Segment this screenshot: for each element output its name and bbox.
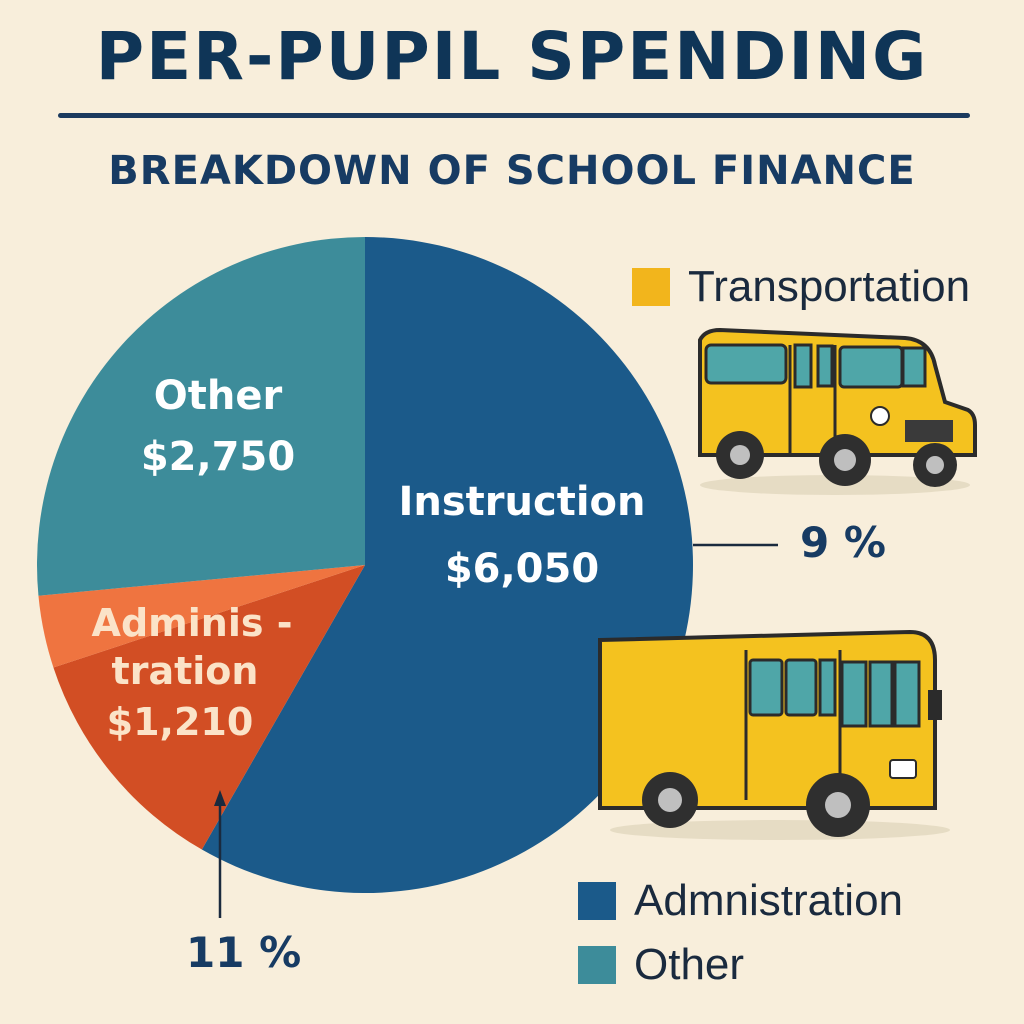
slice-value-label: $2,750 <box>141 434 295 480</box>
slice-label: Other <box>154 373 283 419</box>
slice-value-label: $1,210 <box>107 700 254 744</box>
page-subtitle: BREAKDOWN OF SCHOOL FINANCE <box>108 148 916 194</box>
slice-label: tration <box>112 649 259 693</box>
school-bus-icon <box>698 327 977 495</box>
slice-other <box>37 236 365 596</box>
slice-label: Instruction <box>399 479 646 525</box>
legend-swatch <box>632 268 670 306</box>
slice-administration <box>53 565 365 850</box>
legend-swatch <box>578 882 616 920</box>
school-bus-icon <box>598 629 950 840</box>
arrow-head-icon <box>214 790 226 806</box>
legend-swatch <box>578 946 616 984</box>
title-divider <box>58 113 970 118</box>
slice-administration-inner <box>38 565 365 668</box>
legend-item-administration: Admnistration <box>578 876 903 926</box>
slice-label: Adminis - <box>92 601 293 645</box>
legend-item-other: Other <box>578 940 744 990</box>
legend-label: Admnistration <box>634 876 904 925</box>
slice-instruction <box>201 237 693 893</box>
legend-label: Other <box>634 940 745 989</box>
legend-item-transportation: Transportation <box>632 262 970 312</box>
bottom-percent-label: 11 % <box>186 928 302 977</box>
page-title: PER-PUPIL SPENDING <box>95 18 929 95</box>
slice-value-label: $6,050 <box>445 546 599 592</box>
legend-label: Transportation <box>688 262 971 311</box>
right-percent-label: 9 % <box>800 518 886 567</box>
